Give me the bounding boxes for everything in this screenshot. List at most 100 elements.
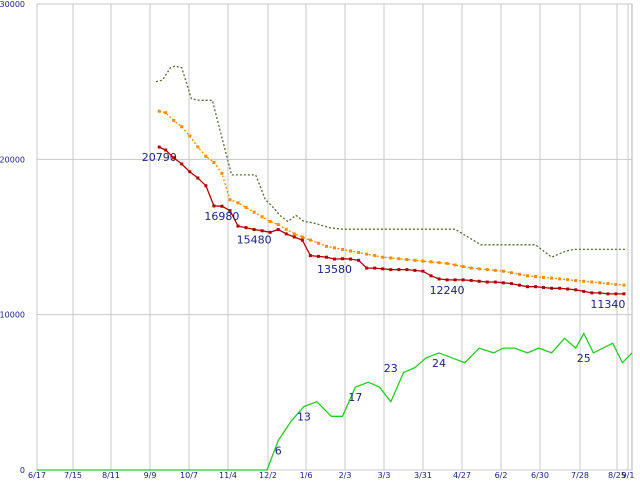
series-point <box>300 238 304 242</box>
series-point <box>196 176 200 180</box>
series-point <box>493 280 497 284</box>
series-point <box>501 281 505 285</box>
plot-frame <box>36 3 633 471</box>
series-point <box>397 257 401 261</box>
x-tick-label: 3/31 <box>414 471 432 480</box>
series-point <box>188 134 192 138</box>
series-point <box>614 292 618 296</box>
series-point <box>164 148 168 152</box>
series-point <box>493 268 497 272</box>
series-point <box>324 255 328 259</box>
data-label: 15480 <box>237 234 272 247</box>
series-point <box>582 279 586 283</box>
x-tick-label: 12/2 <box>259 471 277 480</box>
series-point <box>550 286 554 290</box>
series-point <box>373 254 377 258</box>
series-point <box>509 271 513 275</box>
series-point <box>228 198 232 202</box>
series-point <box>292 232 296 236</box>
series-point <box>606 282 610 286</box>
x-tick-label: 10/7 <box>180 471 198 480</box>
series-point <box>381 255 385 259</box>
series-point <box>405 258 409 262</box>
series-point <box>453 263 457 267</box>
series-point <box>236 201 240 205</box>
series-point <box>542 275 546 279</box>
series-point <box>517 283 521 287</box>
series-point <box>268 230 272 234</box>
series-point <box>413 258 417 262</box>
x-tick-label: 1/6 <box>300 471 313 480</box>
x-tick-label: 8/11 <box>102 471 120 480</box>
series-point <box>244 205 248 209</box>
series-point <box>220 204 224 208</box>
series-point <box>590 291 594 295</box>
series-point <box>276 228 280 232</box>
series-point <box>397 268 401 272</box>
x-tick-label: 6/2 <box>495 471 508 480</box>
series-point <box>188 170 192 174</box>
x-tick-label: 6/30 <box>531 471 549 480</box>
series-point <box>622 283 626 287</box>
series-point <box>324 244 328 248</box>
series-point <box>292 235 296 239</box>
series-point <box>180 125 184 129</box>
data-label: 6 <box>275 445 282 458</box>
series-point <box>566 278 570 282</box>
y-tick-label: 30000 <box>0 0 25 9</box>
series-point <box>252 210 256 214</box>
series-point <box>622 292 626 296</box>
series-point <box>333 246 336 250</box>
series-point <box>542 285 546 289</box>
series-point <box>421 259 425 263</box>
series-point <box>284 227 288 231</box>
series-point <box>445 278 449 282</box>
x-tick-label: 7/28 <box>571 471 589 480</box>
series-point <box>316 254 320 258</box>
series-point <box>477 279 481 283</box>
series-point <box>525 274 529 278</box>
data-labels: 20790 16980 15480 13580 12240 11340 6 13 17 23 24 2… <box>142 151 626 458</box>
series-point <box>260 229 264 233</box>
series-point <box>485 280 489 284</box>
data-label: 17 <box>348 391 362 404</box>
series-point <box>389 256 393 260</box>
series-point <box>461 265 465 269</box>
series-point <box>405 268 409 272</box>
data-label: 13 <box>297 411 311 424</box>
series-point <box>308 238 312 242</box>
series-point <box>590 280 594 284</box>
data-label: 23 <box>384 362 398 375</box>
series-point <box>365 266 369 270</box>
data-label: 16980 <box>204 210 239 223</box>
series-point <box>357 258 361 262</box>
series-point <box>276 223 280 227</box>
series-point <box>437 261 441 265</box>
x-tick-label: 7/15 <box>64 471 82 480</box>
series-point <box>157 109 161 113</box>
data-label: 13580 <box>317 263 352 276</box>
y-tick-label: 20000 <box>0 155 25 164</box>
series-point <box>316 241 320 245</box>
series-point <box>501 269 505 273</box>
x-tick-label: 9/1 <box>622 471 635 480</box>
series-point <box>606 292 610 296</box>
series-point <box>453 278 457 282</box>
data-label: 20790 <box>142 151 177 164</box>
x-tick-label: 6/17 <box>28 471 46 480</box>
series-point <box>333 257 336 261</box>
series-point <box>598 281 602 285</box>
series-point <box>413 268 417 272</box>
series-point <box>172 156 176 160</box>
series-point <box>212 160 216 164</box>
series-point <box>389 268 393 272</box>
series-point <box>461 278 465 282</box>
series-point <box>509 282 513 286</box>
series-point <box>574 278 578 282</box>
series-point <box>308 254 312 258</box>
data-label: 11340 <box>590 298 625 311</box>
series-point <box>421 269 425 273</box>
series-point <box>220 171 224 175</box>
series-point <box>429 274 433 278</box>
